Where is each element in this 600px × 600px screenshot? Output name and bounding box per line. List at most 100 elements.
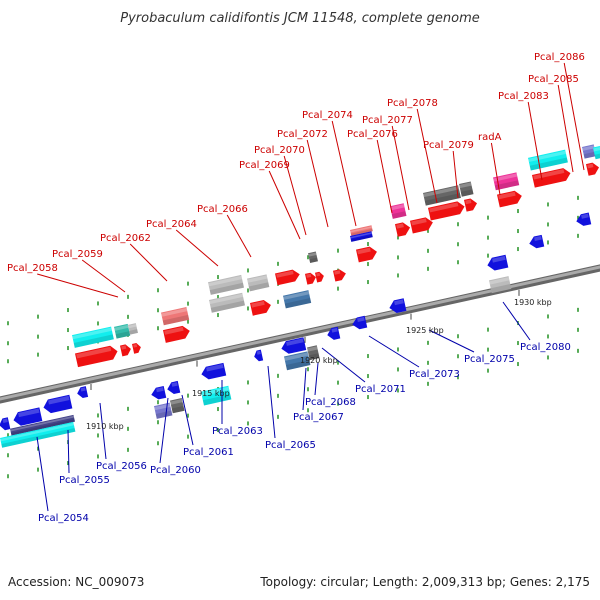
top-gene-label: Pcal_2079 bbox=[423, 140, 474, 151]
gene-block bbox=[593, 146, 600, 160]
top-gene-label: Pcal_2077 bbox=[362, 115, 413, 126]
gene-arrow bbox=[163, 325, 190, 343]
bottom-gene-label: Pcal_2056 bbox=[96, 461, 147, 472]
gene-arrow bbox=[395, 222, 411, 237]
gene-block bbox=[0, 421, 76, 448]
kbp-label: 1925 kbp bbox=[406, 326, 444, 335]
tick-grid bbox=[7, 195, 579, 479]
topology-info: Topology: circular; Length: 2,009,313 bp… bbox=[259, 575, 590, 589]
gene-arrow bbox=[250, 299, 271, 316]
gene-arrow bbox=[13, 407, 43, 426]
gene-arrow bbox=[201, 362, 227, 380]
bottom-leader-line bbox=[67, 429, 70, 474]
top-leader-line bbox=[129, 243, 168, 282]
bottom-leader-line bbox=[314, 362, 319, 396]
bottom-leader-line bbox=[267, 365, 276, 439]
map-title: Pyrobaculum calidifontis JCM 11548, comp… bbox=[120, 11, 480, 26]
gene-arrow bbox=[43, 394, 73, 414]
bottom-leader-line bbox=[99, 402, 107, 460]
kbp-label: 1920 kbp bbox=[300, 356, 338, 365]
top-leader-line bbox=[81, 259, 126, 293]
top-leader-line bbox=[331, 120, 357, 227]
gene-block bbox=[161, 306, 190, 326]
top-gene-label: Pcal_2085 bbox=[528, 74, 579, 85]
top-gene-label: Pcal_2066 bbox=[197, 204, 248, 215]
gene-arrow bbox=[120, 344, 131, 357]
kbp-label: 1915 kbp bbox=[192, 389, 230, 398]
gene-block bbox=[493, 172, 520, 191]
top-leader-line bbox=[452, 150, 459, 199]
top-gene-label: radA bbox=[478, 132, 502, 143]
bottom-gene-label: Pcal_2061 bbox=[183, 447, 234, 458]
top-gene-label: Pcal_2064 bbox=[146, 219, 197, 230]
gene-block bbox=[170, 398, 185, 414]
gene-arrow bbox=[529, 234, 545, 249]
accession: Accession: NC_009073 bbox=[8, 575, 144, 589]
gene-arrow bbox=[389, 298, 407, 314]
gene-block bbox=[350, 225, 373, 236]
gene-block bbox=[209, 292, 245, 313]
gene-block bbox=[10, 414, 75, 436]
gene-block bbox=[423, 185, 461, 206]
gene-arrow bbox=[327, 326, 341, 340]
gene-arrow bbox=[333, 269, 346, 282]
gene-arrow bbox=[151, 385, 167, 400]
bottom-gene-label: Pcal_2063 bbox=[212, 426, 263, 437]
gene-arrow bbox=[0, 417, 11, 431]
bottom-leader-line bbox=[502, 301, 531, 341]
bottom-gene-label: Pcal_2054 bbox=[38, 513, 89, 524]
gene-arrow bbox=[487, 254, 509, 271]
gene-arrow bbox=[410, 217, 433, 234]
bottom-gene-label: Pcal_2071 bbox=[355, 384, 406, 395]
bottom-gene-label: Pcal_2055 bbox=[59, 475, 110, 486]
top-leader-line bbox=[376, 139, 393, 214]
bottom-leader-line bbox=[368, 335, 420, 368]
top-leader-line bbox=[226, 214, 252, 258]
leader-lines bbox=[36, 62, 585, 512]
gene-block bbox=[489, 276, 512, 294]
gene-block bbox=[459, 181, 474, 197]
bottom-leader-line bbox=[428, 329, 475, 353]
top-gene-label: Pcal_2058 bbox=[7, 263, 58, 274]
top-leader-line bbox=[490, 142, 501, 196]
top-leader-line bbox=[306, 139, 329, 228]
gene-arrow bbox=[77, 386, 89, 399]
gene-block bbox=[307, 345, 320, 361]
gene-labels: Pcal_2058Pcal_2059Pcal_2062Pcal_2064Pcal… bbox=[7, 52, 585, 524]
gene-block bbox=[582, 144, 597, 159]
gene-block bbox=[154, 402, 173, 419]
gene-arrow bbox=[132, 343, 141, 354]
top-leader-line bbox=[268, 170, 301, 240]
top-leader-line bbox=[37, 273, 119, 298]
gene-arrow bbox=[305, 272, 316, 285]
gene-block bbox=[72, 326, 114, 348]
top-leader-line bbox=[391, 125, 410, 211]
bottom-gene-label: Pcal_2075 bbox=[464, 354, 515, 365]
gene-block bbox=[208, 274, 244, 295]
gene-arrow bbox=[281, 337, 307, 354]
bottom-gene-label: Pcal_2067 bbox=[293, 412, 344, 423]
top-gene-label: Pcal_2076 bbox=[347, 129, 398, 140]
top-gene-label: Pcal_2074 bbox=[302, 110, 353, 121]
top-leader-line bbox=[283, 155, 307, 236]
top-gene-label: Pcal_2062 bbox=[100, 233, 151, 244]
bottom-leader-line bbox=[321, 347, 366, 383]
gene-arrow bbox=[586, 162, 600, 176]
gene-arrow bbox=[428, 201, 465, 221]
gene-block bbox=[284, 351, 311, 371]
gene-block bbox=[127, 323, 138, 335]
top-leader-line bbox=[527, 101, 543, 181]
kbp-label: 1910 kbp bbox=[86, 422, 124, 431]
gene-block bbox=[247, 274, 270, 292]
bottom-gene-label: Pcal_2060 bbox=[150, 465, 201, 476]
gene-block bbox=[114, 323, 131, 339]
top-leader-line bbox=[175, 229, 219, 267]
bottom-leader-line bbox=[302, 367, 307, 411]
gene-block bbox=[350, 231, 373, 242]
bottom-gene-label: Pcal_2073 bbox=[409, 369, 460, 380]
bottom-gene-label: Pcal_2068 bbox=[305, 397, 356, 408]
top-leader-line bbox=[557, 84, 574, 173]
bottom-leader-line bbox=[159, 397, 169, 464]
kbp-label: 1930 kbp bbox=[514, 298, 552, 307]
